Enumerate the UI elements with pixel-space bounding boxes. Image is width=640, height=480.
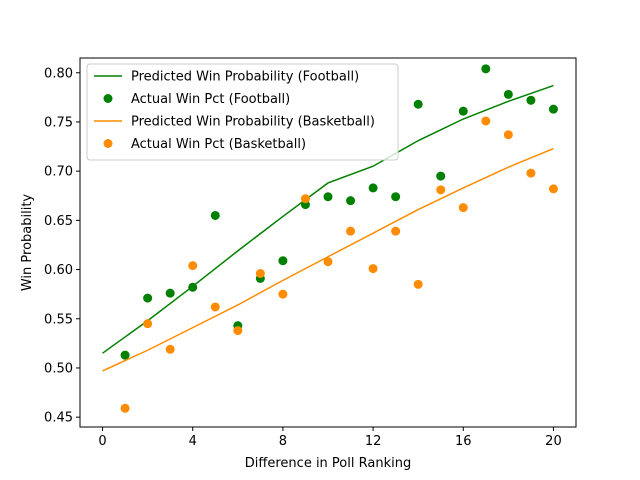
- y-tick-label-6: 0.75: [44, 115, 73, 130]
- y-tick-label-1: 0.50: [44, 361, 73, 376]
- x-tick-label-2: 8: [279, 434, 287, 449]
- legend-marker-1: [103, 94, 113, 103]
- data-point-1-19: [548, 104, 558, 114]
- data-point-3-7: [278, 289, 288, 299]
- data-point-3-6: [255, 269, 265, 278]
- data-point-3-11: [368, 264, 378, 274]
- data-point-3-13: [413, 279, 423, 289]
- data-point-1-1: [143, 293, 153, 303]
- data-point-3-18: [526, 168, 536, 178]
- data-point-1-3: [188, 282, 198, 292]
- data-point-3-10: [346, 226, 356, 236]
- data-point-3-12: [391, 226, 401, 236]
- data-point-1-11: [368, 183, 378, 193]
- x-tick-label-4: 16: [455, 434, 472, 449]
- legend-entry-0: Predicted Win Probability (Football): [131, 70, 359, 85]
- data-point-3-17: [503, 130, 513, 140]
- y-tick-label-4: 0.65: [44, 214, 73, 229]
- data-point-3-2: [165, 344, 175, 354]
- data-point-3-5: [233, 326, 243, 336]
- data-point-3-19: [548, 184, 558, 194]
- data-point-3-9: [323, 257, 333, 267]
- data-point-3-4: [210, 302, 220, 312]
- x-tick-label-3: 12: [365, 434, 382, 449]
- legend-entry-3: Actual Win Pct (Basketball): [131, 137, 306, 152]
- plot-area: [102, 64, 558, 413]
- legend-marker-3: [103, 139, 113, 148]
- series-line-2: [102, 147, 554, 372]
- data-point-1-4: [210, 210, 220, 220]
- y-tick-label-2: 0.55: [44, 312, 73, 327]
- axes-frame: [79, 57, 577, 428]
- data-point-1-18: [526, 95, 536, 105]
- data-point-3-8: [300, 194, 310, 204]
- data-point-1-10: [346, 196, 356, 206]
- legend-box: [86, 63, 399, 161]
- data-point-1-12: [391, 192, 401, 202]
- data-point-1-7: [278, 256, 288, 266]
- data-point-1-17: [503, 89, 513, 99]
- data-point-1-14: [436, 171, 446, 181]
- data-point-3-14: [436, 185, 446, 195]
- x-tick-label-1: 4: [189, 434, 197, 449]
- legend: Predicted Win Probability (Football) Actu…: [86, 63, 399, 161]
- x-tick-label-0: 0: [98, 434, 106, 449]
- data-point-1-15: [458, 106, 468, 116]
- data-point-1-2: [165, 288, 175, 298]
- data-point-3-16: [481, 116, 491, 126]
- data-point-3-1: [143, 319, 153, 329]
- legend-entry-2: Predicted Win Probability (Basketball): [131, 115, 375, 130]
- data-point-1-0: [120, 350, 130, 360]
- data-point-3-3: [188, 261, 198, 271]
- series-line-0: [102, 84, 554, 354]
- y-axis-label: Win Probability: [20, 194, 35, 292]
- y-tick-label-3: 0.60: [44, 263, 73, 278]
- data-point-1-16: [481, 64, 491, 74]
- data-point-1-13: [413, 99, 423, 109]
- legend-entry-1: Actual Win Pct (Football): [131, 92, 290, 107]
- y-tick-label-7: 0.80: [44, 66, 73, 81]
- data-point-1-9: [323, 192, 333, 202]
- data-point-3-15: [458, 203, 468, 213]
- data-point-3-0: [120, 403, 130, 413]
- x-axis-label: Difference in Poll Ranking: [245, 456, 411, 471]
- y-tick-label-5: 0.70: [44, 165, 73, 180]
- x-tick-label-5: 20: [545, 434, 562, 449]
- axes: 0 4 8 12 16 20 0.45 0.50 0.55 0.60 0.65 0.70 0.75 0.8…: [44, 57, 577, 449]
- y-tick-label-0: 0.45: [44, 411, 73, 426]
